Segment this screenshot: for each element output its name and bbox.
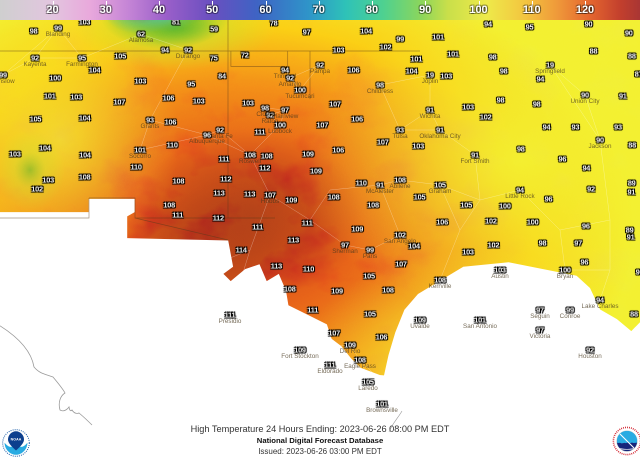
- svg-text:NOAA: NOAA: [11, 437, 22, 441]
